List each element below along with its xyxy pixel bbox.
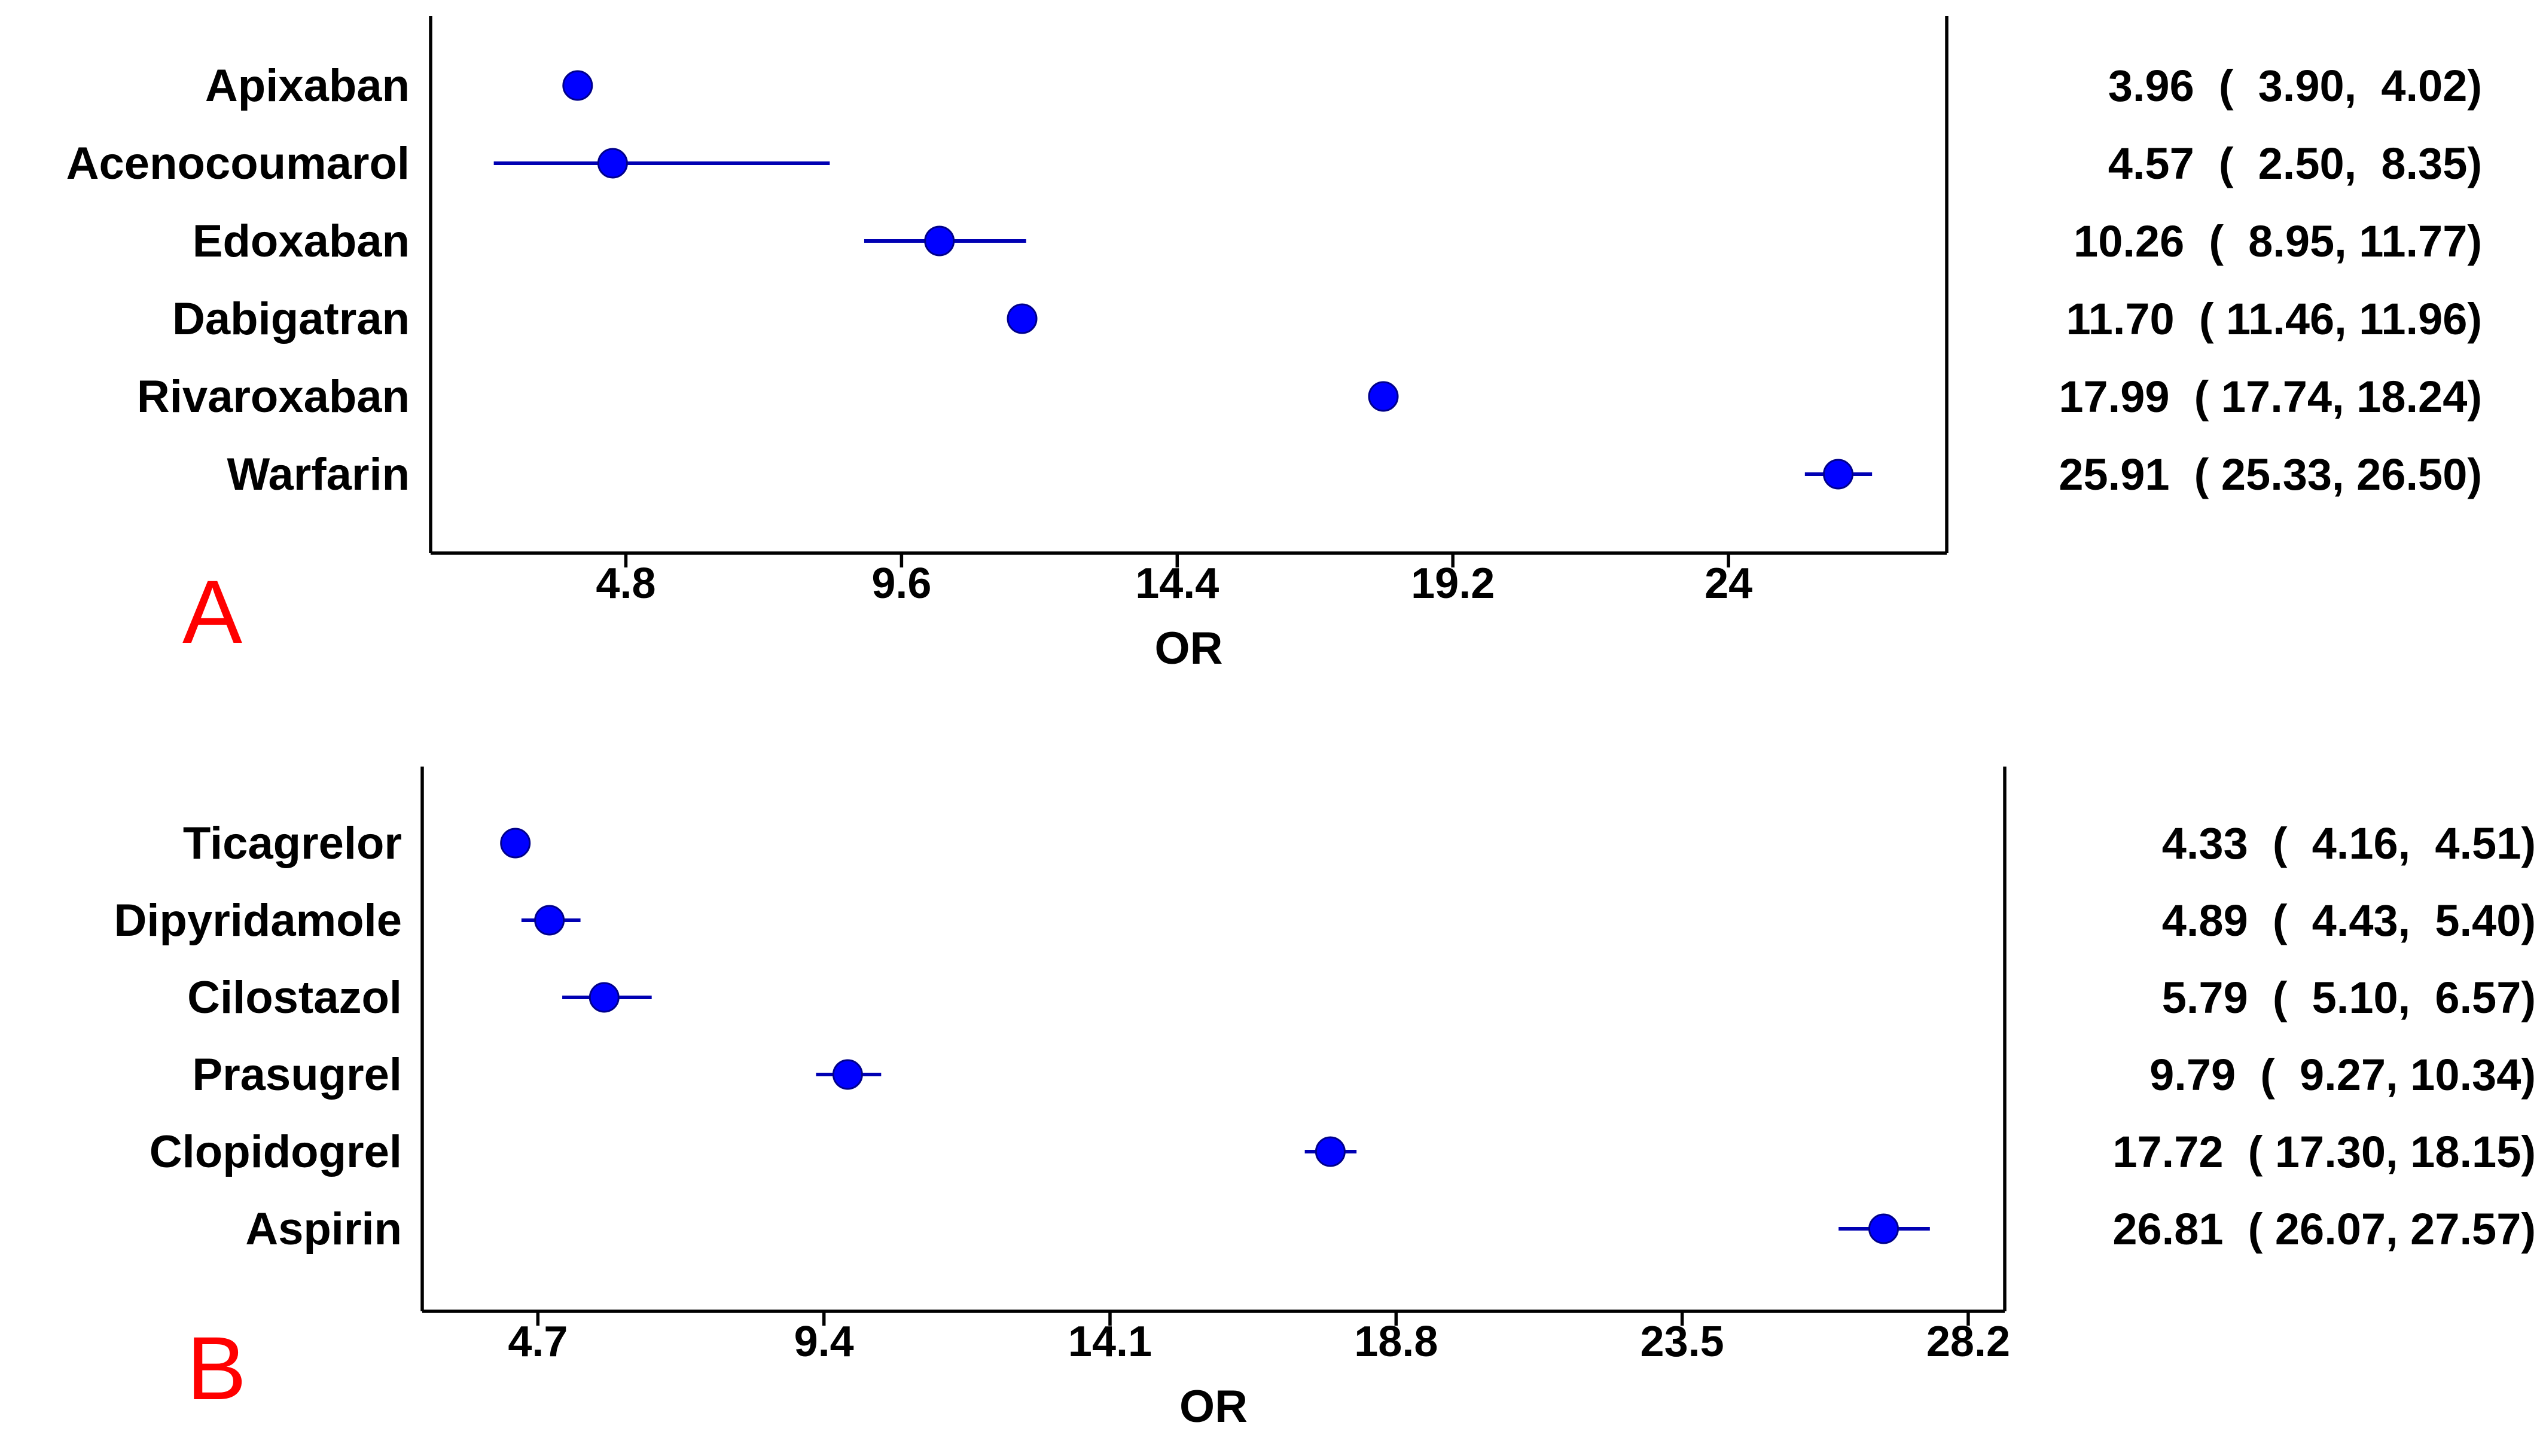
or-ci-value: 11.70 ( 11.46, 11.96) xyxy=(2066,294,2482,344)
forest-row: Clopidogrel 17.72 ( 17.30, 18.15) xyxy=(150,1127,2536,1177)
row-label: Clopidogrel xyxy=(150,1127,402,1177)
row-label: Cilostazol xyxy=(187,972,402,1023)
row-label: Acenocoumarol xyxy=(66,138,410,189)
x-tick-label: 9.6 xyxy=(871,560,931,608)
forest-row: Ticagrelor 4.33 ( 4.16, 4.51) xyxy=(183,818,2536,869)
forest-row: Dipyridamole 4.89 ( 4.43, 5.40) xyxy=(114,895,2536,946)
or-ci-value: 9.79 ( 9.27, 10.34) xyxy=(2149,1050,2536,1100)
forest-row: Apixaban 3.96 ( 3.90, 4.02) xyxy=(205,60,2482,111)
row-label: Dipyridamole xyxy=(114,895,402,946)
or-ci-value: 25.91 ( 25.33, 26.50) xyxy=(2059,450,2482,499)
or-point xyxy=(1368,381,1399,412)
forest-row: Aspirin 26.81 ( 26.07, 27.57) xyxy=(245,1204,2536,1254)
x-tick-label: 18.8 xyxy=(1354,1318,1438,1366)
or-ci-value: 5.79 ( 5.10, 6.57) xyxy=(2162,973,2536,1022)
row-label: Prasugrel xyxy=(192,1049,402,1100)
or-point xyxy=(534,905,565,936)
panel-a: 4.8 9.6 14.4 19.2 24 OR A Apixaban 3.96 ( 3.90, … xyxy=(66,16,2482,674)
or-point xyxy=(1315,1136,1346,1167)
x-tick-label: 4.8 xyxy=(596,560,655,608)
forest-row: Dabigatran 11.70 ( 11.46, 11.96) xyxy=(172,294,2482,344)
x-tick-label: 9.4 xyxy=(794,1318,854,1366)
or-point xyxy=(1868,1213,1899,1244)
forest-row: Acenocoumarol 4.57 ( 2.50, 8.35) xyxy=(66,138,2482,189)
row-label: Aspirin xyxy=(245,1204,402,1254)
x-tick-label: 19.2 xyxy=(1411,560,1495,608)
forest-row: Prasugrel 9.79 ( 9.27, 10.34) xyxy=(192,1049,2536,1100)
panel-letter: A xyxy=(182,561,242,662)
or-ci-value: 4.33 ( 4.16, 4.51) xyxy=(2162,819,2536,868)
or-point xyxy=(597,148,628,179)
x-tick-label: 24 xyxy=(1705,560,1752,608)
x-tick-label: 4.7 xyxy=(508,1318,568,1366)
forest-row: Edoxaban 10.26 ( 8.95, 11.77) xyxy=(193,216,2482,267)
x-tick-label: 14.4 xyxy=(1135,560,1219,608)
or-point xyxy=(500,828,531,859)
or-point xyxy=(1823,459,1854,490)
row-label: Ticagrelor xyxy=(183,818,402,869)
row-label: Dabigatran xyxy=(172,294,410,344)
or-ci-value: 4.57 ( 2.50, 8.35) xyxy=(2108,139,2482,188)
or-ci-value: 17.72 ( 17.30, 18.15) xyxy=(2112,1127,2536,1177)
row-label: Apixaban xyxy=(205,60,410,111)
or-ci-value: 26.81 ( 26.07, 27.57) xyxy=(2112,1204,2536,1254)
or-point xyxy=(924,225,955,257)
or-ci-value: 3.96 ( 3.90, 4.02) xyxy=(2108,61,2482,111)
or-point xyxy=(589,982,620,1013)
or-point xyxy=(1007,303,1038,334)
or-ci-value: 4.89 ( 4.43, 5.40) xyxy=(2162,896,2536,945)
x-tick-label: 23.5 xyxy=(1641,1318,1724,1366)
row-label: Rivaroxaban xyxy=(137,371,410,422)
or-ci-value: 10.26 ( 8.95, 11.77) xyxy=(2074,216,2482,266)
or-point xyxy=(832,1059,863,1090)
panel-letter: B xyxy=(187,1318,246,1418)
row-label: Edoxaban xyxy=(193,216,410,267)
x-axis-label: OR xyxy=(1179,1381,1248,1432)
x-axis-label: OR xyxy=(1155,623,1223,674)
row-label: Warfarin xyxy=(227,449,410,500)
forest-row: Warfarin 25.91 ( 25.33, 26.50) xyxy=(227,449,2482,500)
x-tick-label: 28.2 xyxy=(1926,1318,2010,1366)
forest-row: Cilostazol 5.79 ( 5.10, 6.57) xyxy=(187,972,2536,1023)
forest-row: Rivaroxaban 17.99 ( 17.74, 18.24) xyxy=(137,371,2482,422)
x-tick-label: 14.1 xyxy=(1068,1318,1152,1366)
or-ci-value: 17.99 ( 17.74, 18.24) xyxy=(2059,372,2482,422)
or-point xyxy=(562,70,593,101)
panel-b: 4.7 9.4 14.1 18.8 23.5 28.2 OR B Ticagrelor 4.33 … xyxy=(114,767,2536,1432)
